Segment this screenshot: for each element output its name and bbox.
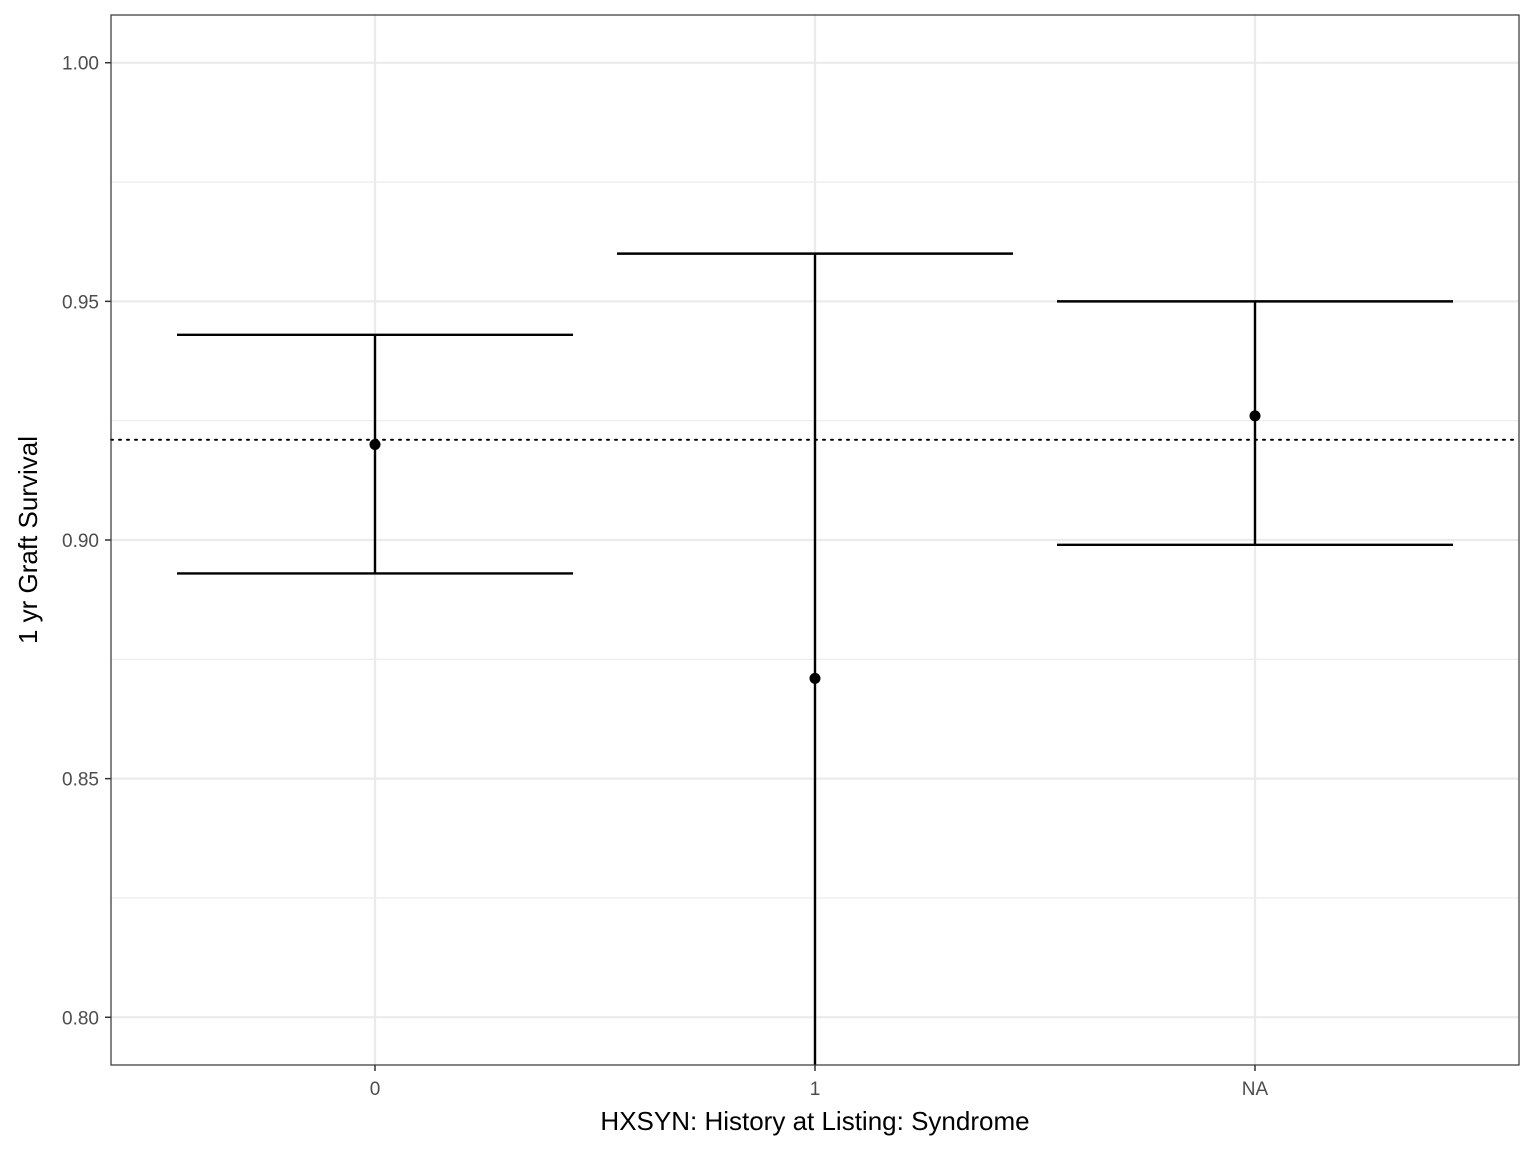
estimate-point [369, 439, 381, 451]
y-tick-label: 0.90 [62, 531, 99, 552]
y-tick-label: 0.80 [62, 1008, 99, 1029]
y-axis-title: 1 yr Graft Survival [13, 436, 43, 644]
x-tick-label: 1 [810, 1079, 821, 1100]
x-tick-label: 0 [370, 1079, 381, 1100]
y-tick-label: 0.95 [62, 292, 99, 313]
x-axis: 0 1 NA [370, 1065, 1269, 1100]
estimate-point [809, 672, 821, 684]
y-tick-label: 0.85 [62, 770, 99, 791]
x-axis-title: HXSYN: History at Listing: Syndrome [600, 1106, 1029, 1136]
y-tick-label: 1.00 [62, 54, 99, 75]
error-bars [177, 252, 1453, 1065]
y-axis: 0.80 0.85 0.90 0.95 1.00 [62, 54, 111, 1029]
x-tick-label: NA [1242, 1079, 1269, 1100]
estimate-point [1249, 410, 1261, 422]
